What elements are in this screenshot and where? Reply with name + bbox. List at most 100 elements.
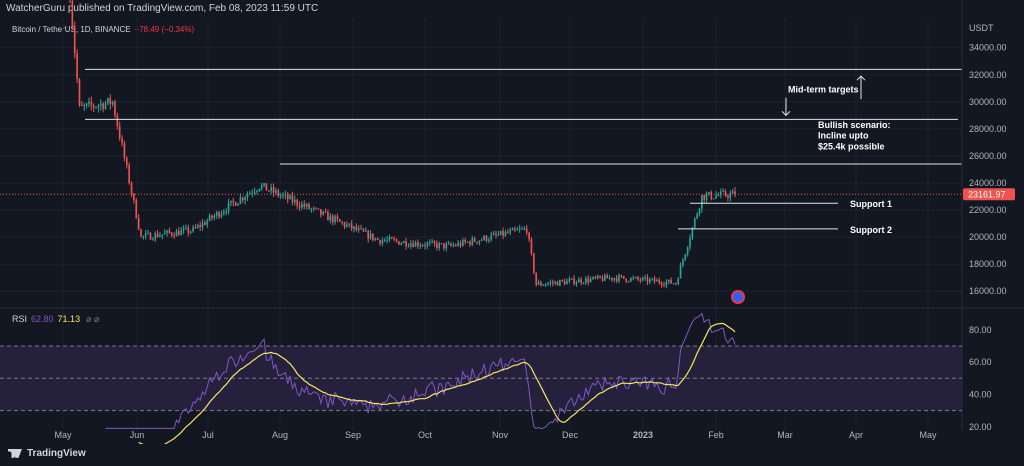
candle-body: [518, 228, 521, 230]
candle-body: [506, 231, 509, 233]
candle-body: [452, 245, 455, 247]
candle-body: [554, 281, 556, 284]
candle-body: [76, 53, 78, 80]
candle-body: [213, 215, 216, 218]
rsi-settings-icons[interactable]: ⌀ ⌀: [86, 314, 100, 324]
candle-body: [405, 241, 407, 247]
candle-body: [497, 234, 500, 236]
annotation-text: Mid-term targets: [788, 85, 859, 95]
candle-body: [618, 275, 620, 281]
candle-body: [267, 190, 270, 192]
price-tick-label: 24000.00: [969, 178, 1007, 188]
candle-body: [462, 239, 464, 246]
candle-body: [73, 26, 76, 54]
symbol-title[interactable]: Bitcoin / TetherUS, 1D, BINANCE: [12, 25, 131, 34]
candle-body: [409, 243, 412, 247]
candle-body: [163, 232, 166, 235]
footer-bar: [0, 444, 1024, 466]
candle-body: [350, 223, 353, 229]
candle-body: [90, 101, 93, 106]
candle-body: [705, 194, 708, 201]
candle-body: [421, 245, 424, 247]
rsi-legend: RSI 62.80 71.13 ⌀ ⌀: [12, 314, 99, 325]
candle-body: [431, 241, 433, 243]
candle-body: [469, 241, 471, 245]
candle-body: [260, 185, 263, 189]
chart-canvas[interactable]: Support 1 Support 2 Mid-term targets Bullis…: [0, 0, 1024, 444]
candle-body: [331, 215, 334, 223]
candle-body: [379, 239, 381, 244]
candle-body: [490, 234, 493, 240]
candle-body: [646, 277, 649, 283]
candle-body: [577, 279, 580, 283]
candle-body: [677, 278, 680, 284]
candle-body: [604, 275, 606, 281]
candle-body: [450, 243, 452, 246]
rsi-tick-label: 60.00: [969, 357, 992, 367]
time-tick-label: 2023: [633, 430, 653, 440]
event-marker-icon: [731, 290, 745, 304]
candle-body: [128, 165, 130, 184]
candle-body: [563, 281, 566, 285]
price-tick-label: 26000.00: [969, 151, 1007, 161]
time-tick-label: Sep: [345, 430, 361, 440]
price-tick-label: 18000.00: [969, 259, 1007, 269]
candle-body: [218, 212, 220, 217]
tradingview-brand: TradingView: [27, 448, 86, 459]
candle-body: [329, 215, 332, 221]
candle-body: [296, 199, 299, 206]
candle-body: [478, 240, 481, 243]
candle-body: [701, 195, 703, 209]
candle-body: [660, 282, 663, 285]
candle-body: [608, 277, 611, 279]
candle-body: [114, 101, 116, 116]
rsi-pane: 80.00 60.00 40.00 20.00: [0, 307, 1024, 444]
candle-body: [424, 245, 426, 247]
time-tick-label: Dec: [562, 430, 579, 440]
candle-body: [166, 230, 168, 233]
candle-body: [372, 233, 374, 240]
candle-body: [185, 227, 187, 229]
candle-body: [102, 103, 104, 109]
candle-body: [682, 259, 684, 266]
candle-body: [414, 242, 417, 247]
candle-body: [104, 103, 107, 109]
candle-body: [395, 239, 398, 242]
candle-body: [237, 203, 239, 206]
candle-body: [528, 232, 530, 240]
candle-body: [639, 279, 642, 281]
candle-body: [433, 241, 436, 244]
candle-body: [140, 229, 142, 237]
rsi-ma-line: [138, 322, 736, 444]
candle-body: [622, 275, 625, 279]
annotation-text: Bullish scenario:: [818, 120, 891, 130]
candle-body: [663, 284, 665, 286]
rsi-line: [105, 312, 736, 429]
rsi-label[interactable]: RSI: [12, 314, 28, 324]
candle-body: [670, 279, 672, 284]
candle-body: [516, 229, 519, 231]
candle-body: [637, 277, 639, 280]
candle-body: [159, 235, 161, 237]
candle-body: [601, 277, 604, 281]
candle-body: [675, 283, 677, 285]
current-price-label: 23161.97: [968, 189, 1006, 199]
candle-body: [428, 242, 431, 244]
candle-body: [672, 283, 675, 285]
up-arrow-head: [856, 75, 866, 81]
candle-body: [712, 198, 715, 200]
price-axis-unit: USDT: [969, 23, 994, 33]
candle-body: [573, 278, 575, 285]
candle-body: [613, 278, 616, 280]
time-tick-label: Feb: [708, 430, 724, 440]
candle-body: [343, 222, 346, 227]
tradingview-logo[interactable]: TradingView: [8, 448, 86, 459]
candle-body: [492, 233, 495, 235]
candle-body: [504, 231, 507, 236]
candle-body: [727, 195, 729, 198]
candle-body: [440, 243, 443, 245]
candle-body: [611, 277, 613, 280]
candle-body: [353, 226, 355, 229]
current-price-tag: [963, 188, 1015, 201]
candle-body: [121, 138, 123, 144]
